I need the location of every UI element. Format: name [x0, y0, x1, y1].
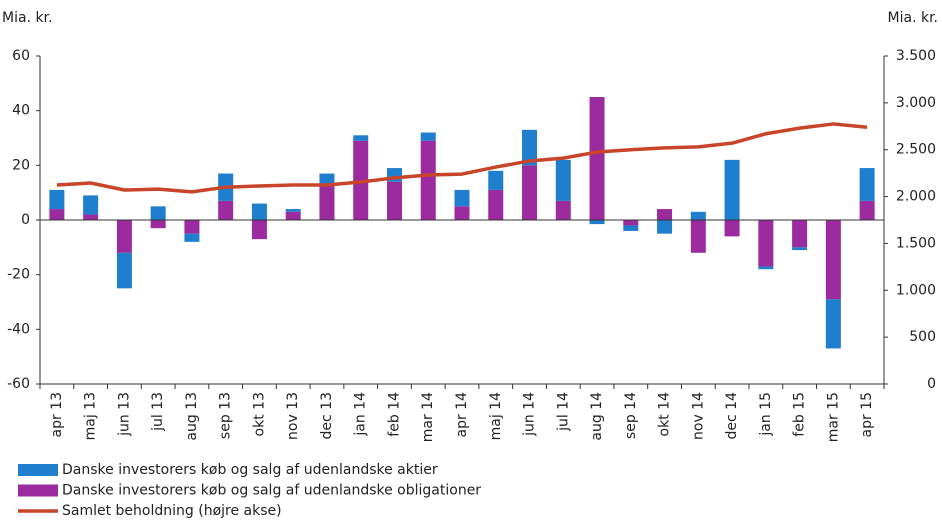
- bar-segment: [386, 181, 402, 220]
- x-tick-label: mar 15: [825, 392, 841, 442]
- y2-tick-label: 3.000: [896, 95, 936, 111]
- bar-segment: [49, 209, 65, 220]
- bar-segment: [488, 170, 504, 190]
- bar-segment: [488, 189, 504, 220]
- y-tick-label: 40: [12, 103, 30, 119]
- y-axis-label: Mia. kr.: [2, 10, 52, 26]
- line: [56, 122, 868, 194]
- x-tick-label: dec 13: [319, 392, 335, 439]
- y-tick-label: 60: [12, 48, 30, 64]
- bar-segment: [116, 220, 132, 253]
- bar-segment: [690, 220, 706, 253]
- y2-tick-label: 2.500: [896, 142, 936, 158]
- bar-segment: [251, 203, 267, 220]
- bar-segment: [555, 200, 571, 220]
- y2-tick-label: 1.000: [896, 282, 936, 298]
- x-tick-label: aug 13: [184, 392, 200, 441]
- y-tick-label: -40: [7, 321, 30, 337]
- legend-label: Samlet beholdning (højre akse): [62, 503, 282, 519]
- bar-segment: [83, 195, 99, 215]
- legend-swatch: [18, 484, 58, 497]
- x-tick-label: feb 14: [386, 392, 402, 437]
- bar-segment: [792, 220, 808, 248]
- bar-segment: [792, 247, 808, 251]
- x-tick-label: maj 14: [488, 392, 504, 440]
- x-tick-label: sep 13: [218, 392, 234, 439]
- bar-segment: [690, 211, 706, 220]
- bar-segment: [825, 299, 841, 349]
- x-tick-label: mar 14: [420, 392, 436, 442]
- x-tick-label: jun 14: [522, 392, 538, 437]
- bar-segment: [555, 159, 571, 201]
- y-tick-label: -60: [7, 376, 30, 392]
- bar-segment: [83, 214, 99, 220]
- y-tick-label: -20: [7, 267, 30, 283]
- bar-segment: [522, 165, 538, 220]
- bar-segment: [758, 220, 774, 267]
- x-tick-label: jan 14: [353, 392, 369, 437]
- bar-segment: [218, 200, 234, 220]
- bar-segment: [758, 266, 774, 270]
- bar-segment: [420, 132, 436, 141]
- legend-label: Danske investorers køb og salg af udenla…: [62, 462, 438, 478]
- x-tick-label: nov 13: [285, 392, 301, 440]
- bar-segment: [251, 220, 267, 240]
- x-tick-label: aug 14: [589, 392, 605, 441]
- x-tick-label: apr 14: [454, 392, 470, 438]
- bar-segment: [285, 209, 301, 212]
- bar-segment: [859, 168, 875, 201]
- bar-segment: [724, 220, 740, 237]
- bar-segment: [116, 252, 132, 289]
- x-tick-label: apr 15: [859, 392, 875, 438]
- x-tick-label: jun 13: [116, 392, 132, 437]
- bar-segment: [623, 220, 639, 226]
- y2-tick-label: 2.000: [896, 189, 936, 205]
- y2-tick-label: 1.500: [896, 235, 936, 251]
- x-tick-label: maj 13: [83, 392, 99, 440]
- x-tick-label: sep 14: [623, 392, 639, 439]
- bar-segment: [657, 209, 673, 220]
- y2-axis-label: Mia. kr.: [888, 10, 938, 26]
- bar-segment: [319, 184, 335, 220]
- y2-tick-label: 3.500: [896, 48, 936, 64]
- x-tick-label: apr 13: [49, 392, 65, 438]
- bar-segment: [184, 233, 200, 242]
- x-tick-label: okt 13: [251, 392, 267, 436]
- bar-segment: [285, 211, 301, 220]
- bar-segment: [724, 159, 740, 220]
- x-tick-label: feb 15: [792, 392, 808, 437]
- bar-segment: [420, 140, 436, 220]
- bar-segment: [589, 97, 605, 220]
- legend-swatch: [18, 464, 58, 476]
- x-tick-label: nov 14: [690, 392, 706, 440]
- x-tick-label: jan 15: [758, 392, 774, 437]
- bar-segment: [825, 220, 841, 300]
- x-tick-label: okt 14: [657, 392, 673, 437]
- bar-segment: [184, 220, 200, 234]
- x-tick-label: jul 14: [555, 392, 571, 432]
- y2-tick-label: 500: [909, 329, 936, 345]
- bar-segment: [319, 173, 335, 185]
- bar-segment: [589, 220, 605, 225]
- y-tick-label: 20: [12, 157, 30, 173]
- y2-tick-label: 0: [927, 376, 936, 392]
- bar-segment: [859, 200, 875, 220]
- bar-segment: [150, 220, 166, 229]
- x-tick-label: jul 13: [150, 392, 166, 432]
- bar-segment: [150, 206, 166, 220]
- bar-segment: [657, 220, 673, 234]
- bar-segment: [454, 206, 470, 220]
- bar-segment: [353, 135, 369, 141]
- bar-segment: [623, 225, 639, 231]
- bar-segment: [49, 189, 65, 210]
- x-tick-label: dec 14: [724, 392, 740, 440]
- y-tick-label: 0: [21, 212, 30, 228]
- bar-segment: [522, 129, 538, 166]
- legend-label: Danske investorers køb og salg af udenla…: [62, 483, 481, 499]
- bar-segment: [454, 189, 470, 207]
